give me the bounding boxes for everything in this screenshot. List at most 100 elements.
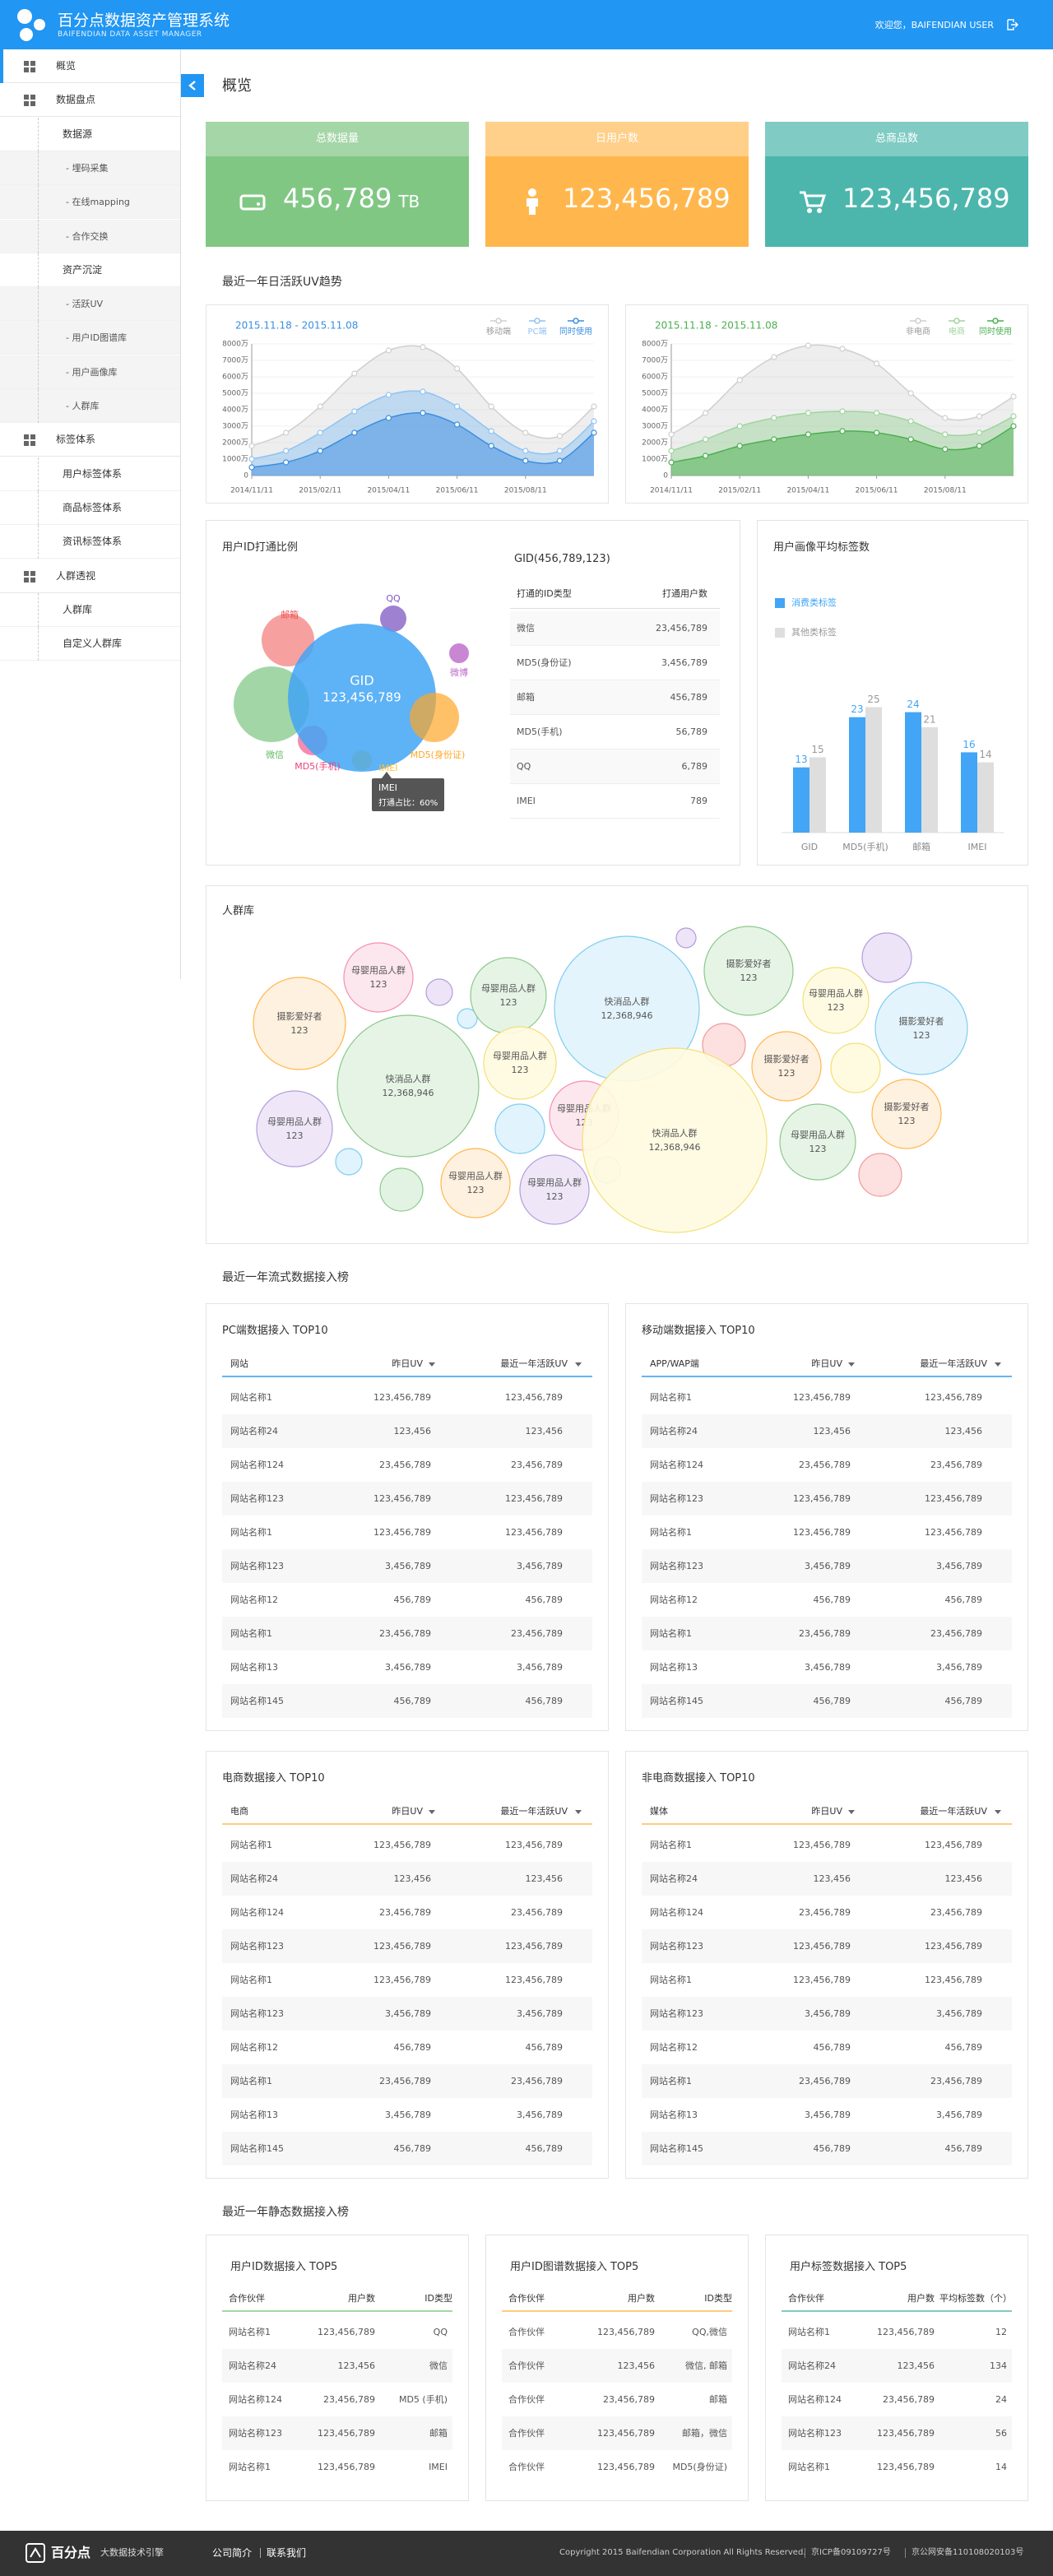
sort-icon xyxy=(429,1810,435,1814)
nav-item[interactable]: - 埋码采集 xyxy=(66,162,109,174)
table-row xyxy=(222,1482,592,1515)
nav-item[interactable]: - 用户画像库 xyxy=(66,366,118,378)
bubble-label: 快消品人群 xyxy=(652,1127,698,1139)
header-underline xyxy=(222,2310,452,2312)
card-title: 电商数据接入 TOP10 xyxy=(222,1772,325,1785)
nav-tree-line xyxy=(38,185,39,220)
nav-item[interactable]: - 用户ID图谱库 xyxy=(66,332,128,344)
y-tick-label: 8000万 xyxy=(222,341,248,349)
table-cell: 456,789 xyxy=(944,1696,983,1706)
nav-item[interactable]: 资讯标签体系 xyxy=(63,536,123,548)
y-tick-label: 3000万 xyxy=(642,423,668,431)
table-cell: 3,456,789 xyxy=(805,2008,851,2019)
table-row xyxy=(222,1414,592,1448)
table-header: APP/WAP端 xyxy=(650,1358,699,1369)
table-cell: 123,456,789 xyxy=(505,1941,563,1952)
nav-item[interactable]: 自定义人群库 xyxy=(63,638,123,650)
table-cell: 网站名称1 xyxy=(788,2462,830,2472)
nav-item[interactable]: 商品标签体系 xyxy=(63,501,123,513)
point xyxy=(282,448,290,454)
back-button[interactable] xyxy=(181,74,204,97)
table-header[interactable]: 昨日UV xyxy=(811,1358,842,1369)
nav-item[interactable]: - 活跃UV xyxy=(66,299,104,310)
table-cell: 123,456,789 xyxy=(505,1975,563,1985)
table-cell: 3,456,789 xyxy=(936,2110,982,2120)
venn-circle xyxy=(262,614,314,666)
nav-item[interactable]: 资产沉淀 xyxy=(63,263,103,276)
bubble-value: 123 xyxy=(500,997,517,1008)
back-icon xyxy=(188,81,196,91)
stat-unit: TB xyxy=(398,192,420,211)
x-tick-label: 2015/04/11 xyxy=(367,487,410,495)
nav-item[interactable]: 用户标签体系 xyxy=(63,467,123,480)
table-cell: 网站名称145 xyxy=(650,1696,703,1706)
table-row xyxy=(222,1684,592,1718)
table-row xyxy=(222,2031,592,2064)
table-cell: 网站名称12 xyxy=(650,2042,698,2053)
table-header[interactable]: 昨日UV xyxy=(392,1806,423,1817)
sort-icon xyxy=(575,1810,582,1814)
nav-item[interactable]: 标签体系 xyxy=(56,434,96,446)
card-title: 非电商数据接入 TOP10 xyxy=(642,1772,755,1785)
header-underline xyxy=(642,1376,1012,1377)
logo-dot xyxy=(34,19,45,30)
nav-item[interactable]: 人群透视 xyxy=(56,569,96,582)
bar-value-label: 24 xyxy=(907,699,919,710)
nav-item[interactable]: 数据盘点 xyxy=(56,94,96,106)
table-cell: 微信, 邮箱 xyxy=(685,2360,727,2371)
table-cell: 456,789 xyxy=(393,2143,432,2154)
table-cell: 23,456,789 xyxy=(603,2394,655,2405)
table-header[interactable]: 昨日UV xyxy=(392,1358,423,1369)
nav-item[interactable]: - 人群库 xyxy=(66,401,100,411)
table-cell: 123,456,789 xyxy=(373,1493,431,1504)
nav-item[interactable]: 人群库 xyxy=(63,603,93,615)
icon xyxy=(26,2543,45,2563)
table-cell: 123,456,789 xyxy=(373,1392,431,1403)
stat-label: 总商品数 xyxy=(874,132,918,145)
logo xyxy=(17,9,45,41)
table-row xyxy=(642,1896,1012,1929)
legend-swatch xyxy=(775,598,785,608)
header-user[interactable]: 欢迎您，BAIFENDIAN USER xyxy=(874,20,994,30)
point xyxy=(668,448,675,454)
nav-item-bg xyxy=(0,525,180,559)
bar xyxy=(849,717,865,833)
nav-item[interactable]: - 合作交换 xyxy=(66,230,109,242)
bubble-value: 123 xyxy=(828,1002,845,1013)
table-cell: 456,789 xyxy=(944,2042,983,2053)
point xyxy=(351,429,358,436)
bubble-label: 母婴用品人群 xyxy=(448,1170,503,1181)
y-tick-label: 7000万 xyxy=(222,357,248,365)
table-header[interactable]: 最近一年活跃UV xyxy=(500,1358,568,1369)
footer-link[interactable]: 公司简介 xyxy=(212,2547,253,2559)
footer-link[interactable]: 联系我们 xyxy=(267,2547,307,2559)
legend-dot xyxy=(573,318,579,324)
footer-divider xyxy=(905,2548,906,2558)
venn-circle xyxy=(410,693,459,742)
point xyxy=(874,410,880,416)
table-cell: 网站名称123 xyxy=(229,2428,282,2439)
nav-item[interactable]: 数据源 xyxy=(63,128,93,140)
table-row xyxy=(642,1862,1012,1896)
table-header[interactable]: 最近一年活跃UV xyxy=(920,1806,987,1817)
table-header[interactable]: 最近一年活跃UV xyxy=(500,1806,568,1817)
table-cell: 123,456,789 xyxy=(318,2327,375,2337)
y-tick-label: 5000万 xyxy=(642,390,668,398)
y-tick-label: 4000万 xyxy=(222,406,248,415)
table-cell: 网站名称24 xyxy=(788,2360,836,2371)
icon xyxy=(995,1810,1001,1814)
table-cell: 网站名称1 xyxy=(650,1628,692,1639)
y-tick-label: 2000万 xyxy=(222,439,248,448)
footer-logo-icon xyxy=(26,2543,45,2563)
table-header[interactable]: 最近一年活跃UV xyxy=(920,1358,987,1369)
table-row xyxy=(222,1381,592,1414)
nav-item-bg xyxy=(0,592,180,627)
table-cell: 123,456,789 xyxy=(597,2428,655,2439)
table-header[interactable]: 昨日UV xyxy=(811,1806,842,1817)
bar xyxy=(921,726,938,833)
icon xyxy=(848,1810,855,1814)
nav-item[interactable]: 概览 xyxy=(56,60,77,72)
icon xyxy=(848,1362,855,1367)
nav-item[interactable]: - 在线mapping xyxy=(66,197,130,208)
